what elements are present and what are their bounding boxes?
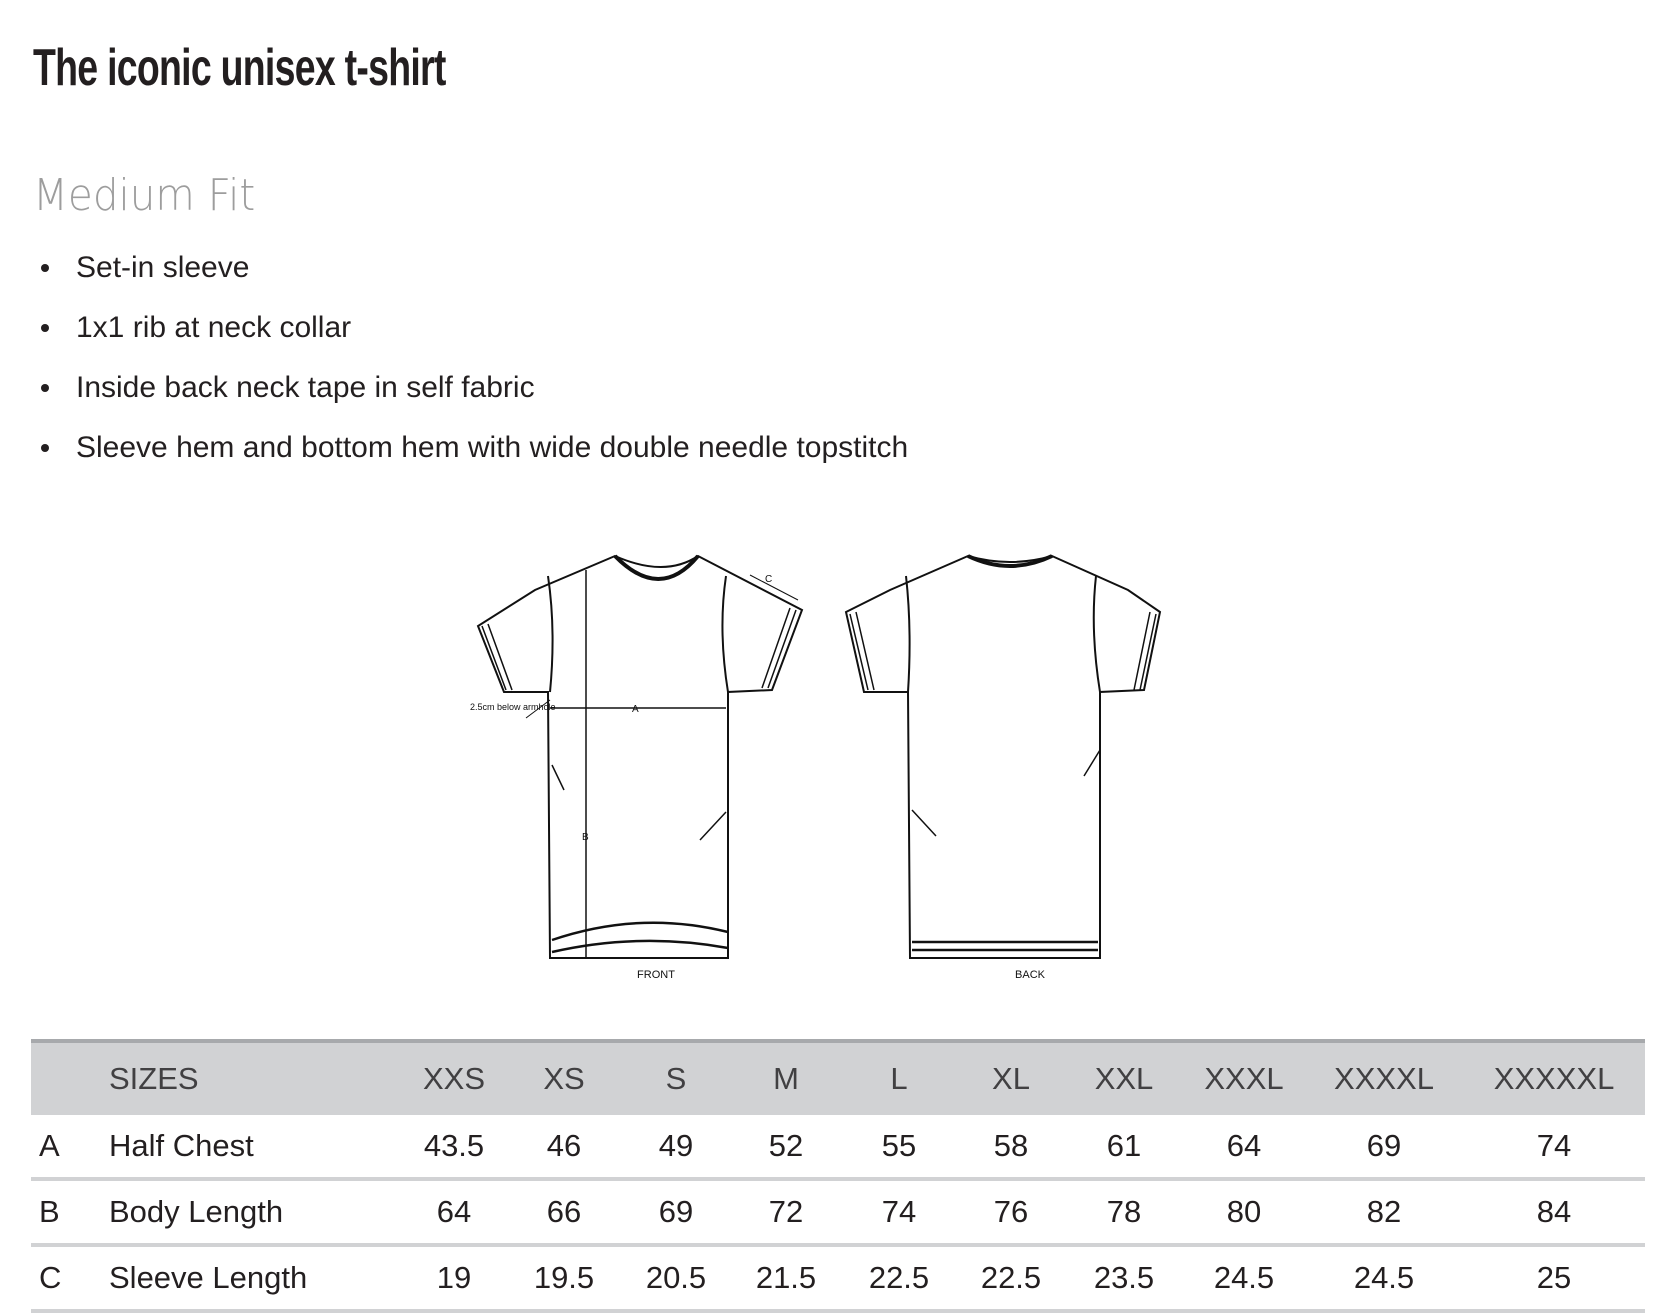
- feature-item: Sleeve hem and bottom hem with wide doub…: [33, 418, 908, 478]
- table-cell: 64: [1226, 1128, 1262, 1163]
- table-cell: 80: [1226, 1194, 1262, 1229]
- feature-text: 1x1 rib at neck collar: [76, 311, 352, 344]
- table-cell: 21.5: [755, 1260, 817, 1295]
- tshirt-diagram: 2.5cm below armhole A B C FRONT BACK: [470, 554, 1162, 981]
- size-chart-table: SIZES XXS XS S M L XL XXL XXXL XXXXL XXXXXL A Half C…: [31, 1039, 1645, 1313]
- table-cell: 49: [658, 1128, 694, 1163]
- table-cell: 61: [1106, 1128, 1142, 1163]
- table-header-row: SIZES XXS XS S M L XL XXL XXXL XXXXL XXXXXL: [31, 1039, 1645, 1115]
- table-cell: 69: [1366, 1128, 1402, 1163]
- table-cell: 43.5: [423, 1128, 485, 1163]
- feature-item: Set-in sleeve: [33, 238, 908, 298]
- table-row: B Body Length 64 66 69 72 74 76 78 80 82 84: [31, 1181, 1645, 1247]
- size-header: XS: [543, 1061, 585, 1096]
- table-cell: 25: [1536, 1260, 1572, 1295]
- size-header: S: [665, 1061, 687, 1096]
- table-cell: 64: [436, 1194, 472, 1229]
- marker-b: B: [582, 832, 589, 843]
- bullet-icon: [41, 444, 49, 452]
- table-cell: 19: [436, 1260, 472, 1295]
- size-header: M: [773, 1061, 799, 1096]
- size-header: XXXXL: [1334, 1061, 1434, 1096]
- table-cell: 84: [1536, 1194, 1572, 1229]
- sizes-header: SIZES: [109, 1061, 199, 1096]
- front-label: FRONT: [637, 969, 675, 981]
- table-row: A Half Chest 43.5 46 49 52 55 58 61 64 69 74: [31, 1115, 1645, 1181]
- table-cell: 66: [546, 1194, 582, 1229]
- table-cell: 19.5: [533, 1260, 595, 1295]
- table-cell: 22.5: [980, 1260, 1042, 1295]
- marker-a: A: [632, 704, 639, 715]
- feature-text: Sleeve hem and bottom hem with wide doub…: [76, 431, 909, 464]
- table-cell: 76: [993, 1194, 1029, 1229]
- table-cell: 72: [768, 1194, 804, 1229]
- armhole-annotation: 2.5cm below armhole: [470, 702, 556, 712]
- table-cell: 74: [881, 1194, 917, 1229]
- feature-list: Set-in sleeve 1x1 rib at neck collar Ins…: [33, 238, 908, 478]
- table-cell: 69: [658, 1194, 694, 1229]
- row-label: Body Length: [109, 1194, 284, 1229]
- size-header: XXL: [1094, 1061, 1154, 1096]
- fit-subtitle: Medium Fit: [33, 170, 256, 221]
- size-header: XXXL: [1204, 1061, 1284, 1096]
- tshirt-back: [844, 554, 1162, 959]
- feature-item: 1x1 rib at neck collar: [33, 298, 908, 358]
- bullet-icon: [41, 264, 49, 272]
- table-cell: 20.5: [645, 1260, 707, 1295]
- table-cell: 82: [1366, 1194, 1402, 1229]
- row-code: A: [39, 1128, 60, 1163]
- feature-item: Inside back neck tape in self fabric: [33, 358, 908, 418]
- size-header: XXXXXL: [1493, 1061, 1615, 1096]
- table-cell: 46: [546, 1128, 582, 1163]
- table-cell: 24.5: [1353, 1260, 1415, 1295]
- back-label: BACK: [1015, 969, 1046, 981]
- feature-text: Inside back neck tape in self fabric: [76, 371, 535, 404]
- table-cell: 55: [881, 1128, 917, 1163]
- table-row: C Sleeve Length 19 19.5 20.5 21.5 22.5 22.5 23.5…: [31, 1247, 1645, 1313]
- bullet-icon: [41, 324, 49, 332]
- size-header: XXS: [422, 1061, 486, 1096]
- table-cell: 74: [1536, 1128, 1572, 1163]
- marker-c: C: [765, 574, 772, 585]
- table-cell: 22.5: [868, 1260, 930, 1295]
- table-cell: 58: [993, 1128, 1029, 1163]
- bullet-icon: [41, 384, 49, 392]
- table-cell: 52: [768, 1128, 804, 1163]
- page-title: The iconic unisex t-shirt: [33, 39, 446, 97]
- row-label: Half Chest: [109, 1128, 254, 1163]
- row-code: B: [39, 1194, 60, 1229]
- feature-text: Set-in sleeve: [76, 251, 250, 284]
- tshirt-front: [476, 554, 804, 959]
- size-header: L: [890, 1061, 908, 1096]
- row-label: Sleeve Length: [109, 1260, 308, 1295]
- table-cell: 24.5: [1213, 1260, 1275, 1295]
- size-header: XL: [992, 1061, 1030, 1096]
- row-code: C: [39, 1260, 62, 1295]
- table-cell: 23.5: [1093, 1260, 1155, 1295]
- table-cell: 78: [1106, 1194, 1142, 1229]
